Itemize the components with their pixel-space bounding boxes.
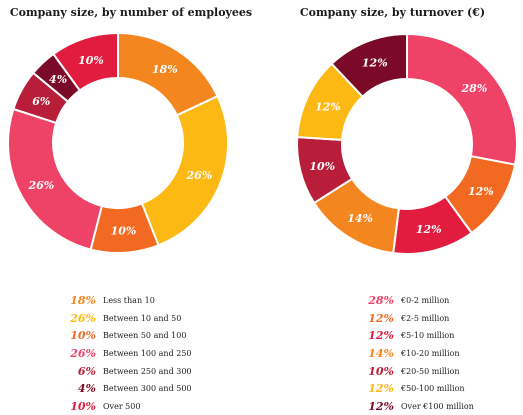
- legend-label: €20-50 million: [401, 366, 460, 376]
- slice-label: 12%: [416, 223, 442, 236]
- donut-slice: [330, 32, 408, 99]
- slice-label: 18%: [152, 63, 178, 76]
- legend-value: 26%: [70, 347, 96, 361]
- slice-label: 4%: [49, 73, 67, 86]
- legend-item: 26% Between 10 and 50: [60, 310, 192, 328]
- legend-item: 4% Between 300 and 500: [60, 380, 192, 398]
- legend-label: €5-10 million: [401, 331, 455, 341]
- legend-label: €10-20 million: [401, 349, 460, 359]
- legend-item: 10% Over 500: [60, 398, 192, 415]
- legend-item: 10% Between 50 and 100: [60, 327, 192, 345]
- legend-item: 18% Less than 10: [60, 292, 192, 310]
- legend-value: 12%: [368, 382, 394, 396]
- legend-item: 10% €20-50 million: [358, 362, 474, 380]
- donut-slice: [140, 94, 229, 247]
- legend-label: Between 50 and 100: [103, 331, 187, 341]
- legend-label: Over 500: [103, 401, 141, 411]
- legend-value: 12%: [368, 329, 394, 343]
- legend-value: 12%: [368, 399, 394, 413]
- slice-label: 26%: [27, 179, 54, 192]
- slice-label: 26%: [185, 169, 212, 182]
- legend-value: 12%: [368, 311, 394, 325]
- legend-label: Between 300 and 500: [103, 384, 192, 394]
- legend-item: 12% Over €100 million: [358, 398, 474, 415]
- slice-label: 10%: [111, 224, 137, 237]
- employees-legend: 18% Less than 10 26% Between 10 and 50 10% Be…: [60, 292, 192, 415]
- chart-title: Company size, by turnover (€): [299, 6, 486, 19]
- slice-label: 12%: [362, 57, 388, 70]
- legend-item: 14% €10-20 million: [358, 345, 474, 363]
- legend-label: Over €100 million: [401, 401, 474, 411]
- legend-item: 12% €5-10 million: [358, 327, 474, 345]
- legend-value: 10%: [70, 399, 96, 413]
- employees-chart: Company size, by number of employees 18%…: [0, 0, 262, 413]
- legend-value: 10%: [70, 329, 96, 343]
- slice-label: 10%: [78, 54, 104, 67]
- legend-item: 26% Between 100 and 250: [60, 345, 192, 363]
- legend-item: 28% €0-2 million: [358, 292, 474, 310]
- legend-value: 4%: [77, 382, 96, 396]
- turnover-donut: 28% 12% 12% 14% 10% 12% 12%: [296, 32, 518, 255]
- slice-label: 12%: [315, 101, 341, 114]
- legend-label: €2-5 million: [401, 313, 450, 323]
- legend-item: 6% Between 250 and 300: [60, 362, 192, 380]
- legend-value: 18%: [70, 294, 96, 308]
- employees-donut: 18% 26% 10% 26% 6% 4% 10%: [7, 31, 229, 254]
- legend-value: 6%: [77, 364, 96, 378]
- slice-label: 10%: [309, 160, 335, 173]
- legend-label: Between 100 and 250: [103, 349, 192, 359]
- slice-label: 12%: [468, 185, 494, 198]
- legend-label: Between 250 and 300: [103, 366, 192, 376]
- legend-label: €50-100 million: [401, 384, 465, 394]
- legend-value: 14%: [368, 347, 394, 361]
- legend-label: €0-2 million: [401, 296, 450, 306]
- legend-label: Less than 10: [103, 296, 155, 306]
- turnover-chart: Company size, by turnover (€) 28% 12% 12% 1…: [262, 0, 523, 413]
- slice-label: 6%: [32, 95, 50, 108]
- donut-slice: [7, 107, 104, 251]
- legend-value: 10%: [368, 364, 394, 378]
- chart-title: Company size, by number of employees: [9, 6, 253, 19]
- legend-item: 12% €50-100 million: [358, 380, 474, 398]
- donut-slice: [51, 31, 119, 92]
- slice-label: 28%: [461, 82, 488, 95]
- legend-item: 12% €2-5 million: [358, 310, 474, 328]
- legend-value: 26%: [70, 311, 96, 325]
- slice-label: 14%: [347, 212, 373, 225]
- turnover-legend: 28% €0-2 million 12% €2-5 million 12% €5-10 m…: [358, 292, 474, 415]
- donut-slice: [406, 32, 518, 166]
- legend-label: Between 10 and 50: [103, 313, 182, 323]
- legend-value: 28%: [368, 294, 394, 308]
